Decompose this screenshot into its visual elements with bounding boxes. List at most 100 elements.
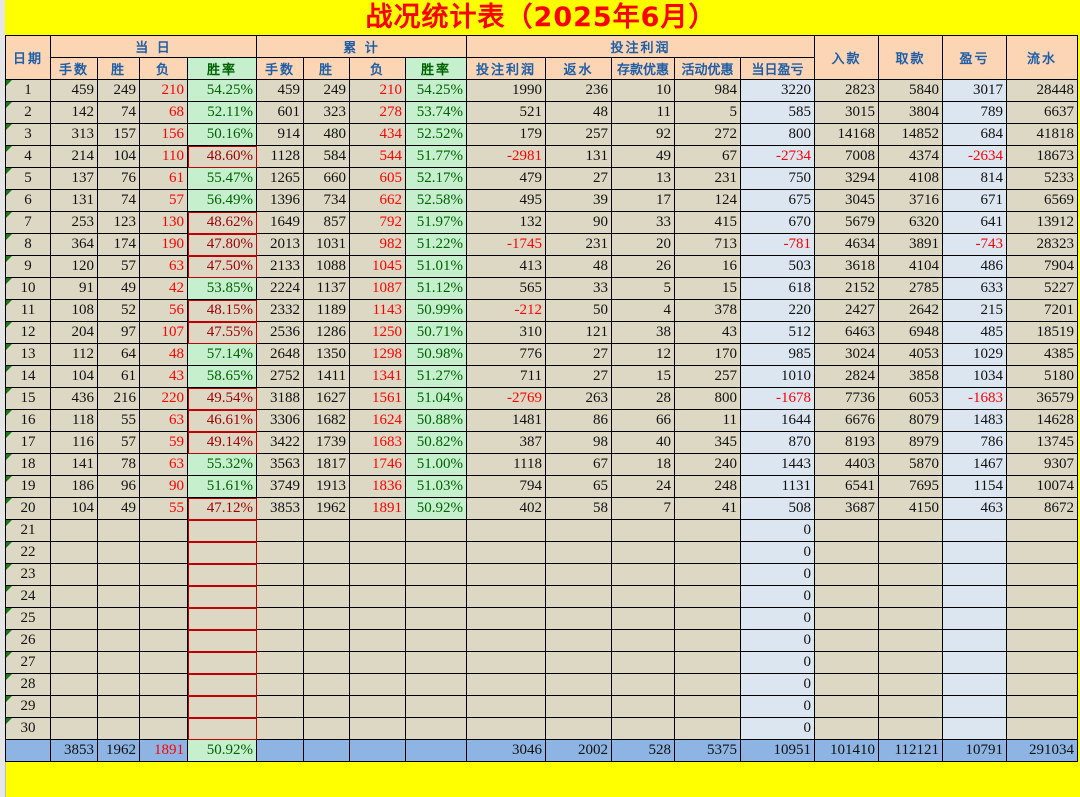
cell-daily-pnl[interactable]: 670 [740, 211, 815, 234]
cell-cum-wins[interactable] [303, 585, 350, 608]
cell-cum-wins[interactable] [303, 695, 350, 718]
cell-cum-hands[interactable]: 3306 [256, 409, 304, 432]
cell-deposit-bonus[interactable]: 66 [611, 409, 675, 432]
cell-daily-wins[interactable]: 216 [97, 387, 140, 410]
cell-deposit[interactable]: 101410 [814, 739, 879, 762]
cell-withdraw[interactable]: 3804 [878, 101, 943, 124]
cell-cum-wins[interactable] [303, 541, 350, 564]
cell-deposit[interactable]: 6541 [814, 475, 879, 498]
cell-daily-hands[interactable]: 120 [50, 255, 98, 278]
cell-cum-win-rate[interactable]: 50.92% [405, 497, 467, 520]
cell-cum-losses[interactable]: 1143 [349, 299, 406, 322]
cell-day[interactable]: 28 [5, 673, 51, 696]
cell-deposit[interactable] [814, 673, 879, 696]
cell-daily-wins[interactable]: 49 [97, 497, 140, 520]
cell-daily-hands[interactable]: 141 [50, 453, 98, 476]
cell-pnl[interactable]: 684 [942, 123, 1007, 146]
cell-cum-losses[interactable] [349, 563, 406, 586]
cell-cum-wins[interactable]: 480 [303, 123, 350, 146]
cell-bet-profit[interactable]: 387 [466, 431, 546, 454]
cell-deposit-bonus[interactable]: 7 [611, 497, 675, 520]
cell-cum-hands[interactable]: 2332 [256, 299, 304, 322]
cell-daily-pnl[interactable]: 0 [740, 585, 815, 608]
cell-pnl[interactable]: -743 [942, 233, 1007, 256]
cell-day[interactable]: 26 [5, 629, 51, 652]
cell-cum-hands[interactable] [256, 651, 304, 674]
cell-cum-wins[interactable]: 1682 [303, 409, 350, 432]
subheader-cum-win-rate[interactable]: 胜率 [405, 57, 467, 80]
cell-activity-bonus[interactable]: 257 [674, 365, 741, 388]
cell-pnl[interactable]: 641 [942, 211, 1007, 234]
cell-withdraw[interactable]: 3716 [878, 189, 943, 212]
cell-activity-bonus[interactable]: 11 [674, 409, 741, 432]
cell-daily-pnl[interactable]: 0 [740, 717, 815, 740]
cell-activity-bonus[interactable]: 43 [674, 321, 741, 344]
header-pnl[interactable]: 盈亏 [942, 35, 1007, 80]
cell-withdraw[interactable]: 4053 [878, 343, 943, 366]
cell-cum-win-rate[interactable]: 52.17% [405, 167, 467, 190]
cell-daily-win-rate[interactable]: 55.47% [187, 167, 257, 190]
cell-turnover[interactable]: 9307 [1006, 453, 1078, 476]
cell-daily-wins[interactable] [97, 695, 140, 718]
cell-daily-pnl[interactable]: 3220 [740, 79, 815, 102]
cell-pnl[interactable]: 486 [942, 255, 1007, 278]
cell-daily-wins[interactable] [97, 519, 140, 542]
cell-withdraw[interactable]: 6320 [878, 211, 943, 234]
cell-cum-win-rate[interactable] [405, 739, 467, 762]
cell-daily-losses[interactable]: 68 [139, 101, 188, 124]
cell-daily-wins[interactable]: 1962 [97, 739, 140, 762]
cell-cum-win-rate[interactable] [405, 607, 467, 630]
cell-cum-wins[interactable]: 1913 [303, 475, 350, 498]
cell-withdraw[interactable]: 6053 [878, 387, 943, 410]
cell-deposit-bonus[interactable]: 26 [611, 255, 675, 278]
cell-daily-losses[interactable] [139, 651, 188, 674]
cell-daily-losses[interactable]: 48 [139, 343, 188, 366]
cell-cum-win-rate[interactable] [405, 651, 467, 674]
cell-cum-win-rate[interactable]: 50.71% [405, 321, 467, 344]
cell-bet-profit[interactable]: 310 [466, 321, 546, 344]
cell-daily-pnl[interactable]: 0 [740, 673, 815, 696]
cell-daily-losses[interactable]: 56 [139, 299, 188, 322]
cell-turnover[interactable] [1006, 673, 1078, 696]
cell-daily-win-rate[interactable] [187, 607, 257, 630]
subheader-daily-losses[interactable]: 负 [139, 57, 188, 80]
cell-cum-wins[interactable]: 1286 [303, 321, 350, 344]
cell-daily-hands[interactable] [50, 585, 98, 608]
cell-pnl[interactable]: 1483 [942, 409, 1007, 432]
cell-deposit-bonus[interactable] [611, 607, 675, 630]
cell-daily-losses[interactable]: 210 [139, 79, 188, 102]
cell-cum-win-rate[interactable]: 52.58% [405, 189, 467, 212]
cell-deposit[interactable]: 4634 [814, 233, 879, 256]
cell-day[interactable]: 14 [5, 365, 51, 388]
cell-cum-losses[interactable] [349, 673, 406, 696]
cell-daily-losses[interactable]: 220 [139, 387, 188, 410]
cell-cum-wins[interactable]: 1189 [303, 299, 350, 322]
cell-day[interactable]: 3 [5, 123, 51, 146]
cell-daily-win-rate[interactable] [187, 651, 257, 674]
cell-daily-pnl[interactable]: 1131 [740, 475, 815, 498]
cell-pnl[interactable]: 1029 [942, 343, 1007, 366]
cell-cum-wins[interactable]: 1411 [303, 365, 350, 388]
cell-activity-bonus[interactable]: 345 [674, 431, 741, 454]
cell-rebate[interactable]: 86 [545, 409, 612, 432]
cell-day[interactable]: 2 [5, 101, 51, 124]
cell-pnl[interactable] [942, 695, 1007, 718]
cell-pnl[interactable]: 786 [942, 431, 1007, 454]
cell-cum-hands[interactable] [256, 563, 304, 586]
cell-deposit-bonus[interactable]: 15 [611, 365, 675, 388]
cell-withdraw[interactable]: 4104 [878, 255, 943, 278]
cell-cum-win-rate[interactable]: 51.22% [405, 233, 467, 256]
cell-day[interactable]: 1 [5, 79, 51, 102]
cell-daily-losses[interactable] [139, 695, 188, 718]
cell-pnl[interactable] [942, 519, 1007, 542]
cell-turnover[interactable] [1006, 695, 1078, 718]
cell-deposit[interactable]: 2823 [814, 79, 879, 102]
cell-daily-losses[interactable]: 107 [139, 321, 188, 344]
cell-cum-hands[interactable] [256, 607, 304, 630]
cell-deposit[interactable]: 3294 [814, 167, 879, 190]
cell-daily-losses[interactable]: 1891 [139, 739, 188, 762]
cell-daily-hands[interactable] [50, 541, 98, 564]
cell-daily-wins[interactable]: 49 [97, 277, 140, 300]
cell-daily-wins[interactable]: 52 [97, 299, 140, 322]
cell-pnl[interactable] [942, 673, 1007, 696]
